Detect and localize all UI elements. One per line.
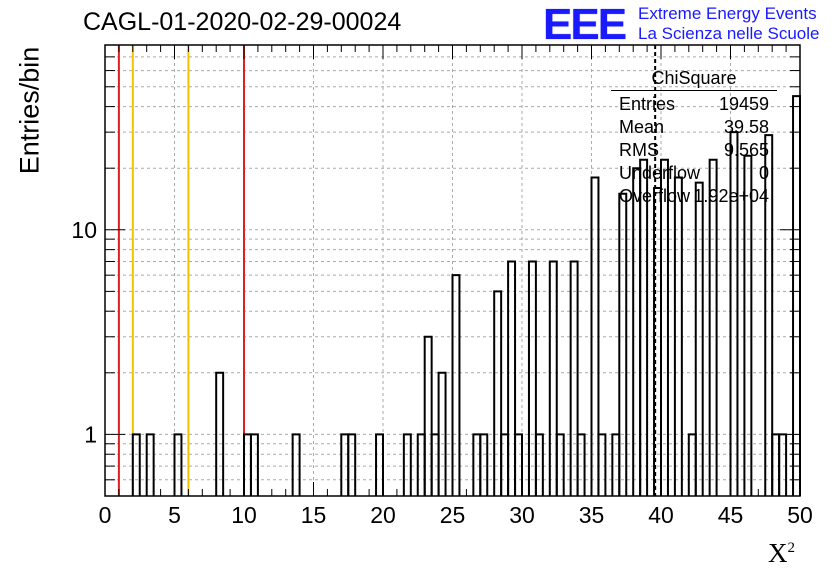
- x-tick-label: 10: [231, 502, 257, 528]
- stats-row-rms: RMS 9.565: [619, 140, 769, 160]
- x-tick-label: 5: [168, 502, 181, 528]
- y-tick-label: 10: [71, 217, 97, 243]
- y-axis-label: Entries/bin: [14, 46, 45, 175]
- histogram-bin-8: [347, 433, 357, 496]
- histogram-bin-45: [792, 95, 801, 496]
- histogram-bin-1: [145, 433, 155, 496]
- y-tick-label: 1: [84, 421, 97, 447]
- histogram-bin-24: [548, 260, 558, 496]
- histogram-bin-25: [555, 433, 565, 496]
- histogram-bin-14: [437, 371, 447, 496]
- x-tick-label: 40: [648, 502, 674, 528]
- histogram-bin-41: [743, 154, 753, 496]
- histogram-bin-40: [729, 131, 739, 496]
- histogram-bin-3: [215, 371, 225, 496]
- stats-row-overflow: Overflow 1.92e+04: [619, 186, 769, 206]
- histogram-bin-26: [569, 260, 579, 496]
- histogram-bin-39: [708, 158, 718, 496]
- histogram-bin-33: [639, 158, 649, 496]
- histogram-bin-10: [402, 433, 412, 496]
- eee-logo: EEE: [543, 0, 627, 49]
- x-tick-label: 20: [370, 502, 396, 528]
- histogram-bin-9: [375, 433, 384, 496]
- x-tick-label: 30: [509, 502, 535, 528]
- x-tick-label: 15: [301, 502, 327, 528]
- x-tick-label: 0: [99, 502, 112, 528]
- histogram-bin-38: [694, 181, 704, 496]
- x-tick-label: 35: [579, 502, 605, 528]
- logo-line-2: La Scienza nelle Scuole: [638, 24, 820, 43]
- histogram-bin-0: [131, 433, 141, 496]
- histogram-bin-18: [493, 290, 503, 496]
- histogram-bin-22: [527, 260, 537, 496]
- stats-row-entries: Entries 19459: [619, 94, 769, 114]
- x-tick-label: 50: [787, 502, 813, 528]
- stats-name: ChiSquare: [611, 68, 777, 91]
- histogram-bin-12: [423, 335, 433, 496]
- histogram-bin-31: [618, 192, 628, 496]
- histogram-bin-35: [660, 158, 669, 496]
- histogram-bin-36: [673, 176, 683, 496]
- histogram-bin-15: [451, 274, 461, 496]
- x-axis-label: X2: [768, 538, 795, 568]
- histogram-bin-28: [590, 176, 600, 496]
- histogram-bin-23: [534, 433, 544, 496]
- histogram-bin-17: [479, 433, 489, 496]
- histogram-bin-42: [764, 134, 774, 496]
- histogram-bin-5: [249, 433, 259, 496]
- logo-line-1: Extreme Energy Events: [638, 4, 817, 23]
- histogram-bin-20: [507, 260, 517, 496]
- stats-row-underflow: Underflow 0: [619, 163, 769, 183]
- histogram-bin-29: [597, 433, 607, 496]
- histogram-bin-2: [173, 433, 183, 496]
- histogram-bin-27: [576, 433, 586, 496]
- chart-title: CAGL-01-2020-02-29-00024: [83, 8, 402, 36]
- histogram-bin-21: [514, 433, 523, 496]
- histogram-bin-32: [632, 167, 642, 496]
- x-tick-label: 25: [440, 502, 466, 528]
- stats-row-mean: Mean 39.58: [619, 117, 769, 137]
- histogram-bin-6: [291, 433, 301, 496]
- x-tick-label: 45: [718, 502, 744, 528]
- stats-box: ChiSquare Entries 19459 Mean 39.58 RMS 9.56…: [611, 68, 777, 208]
